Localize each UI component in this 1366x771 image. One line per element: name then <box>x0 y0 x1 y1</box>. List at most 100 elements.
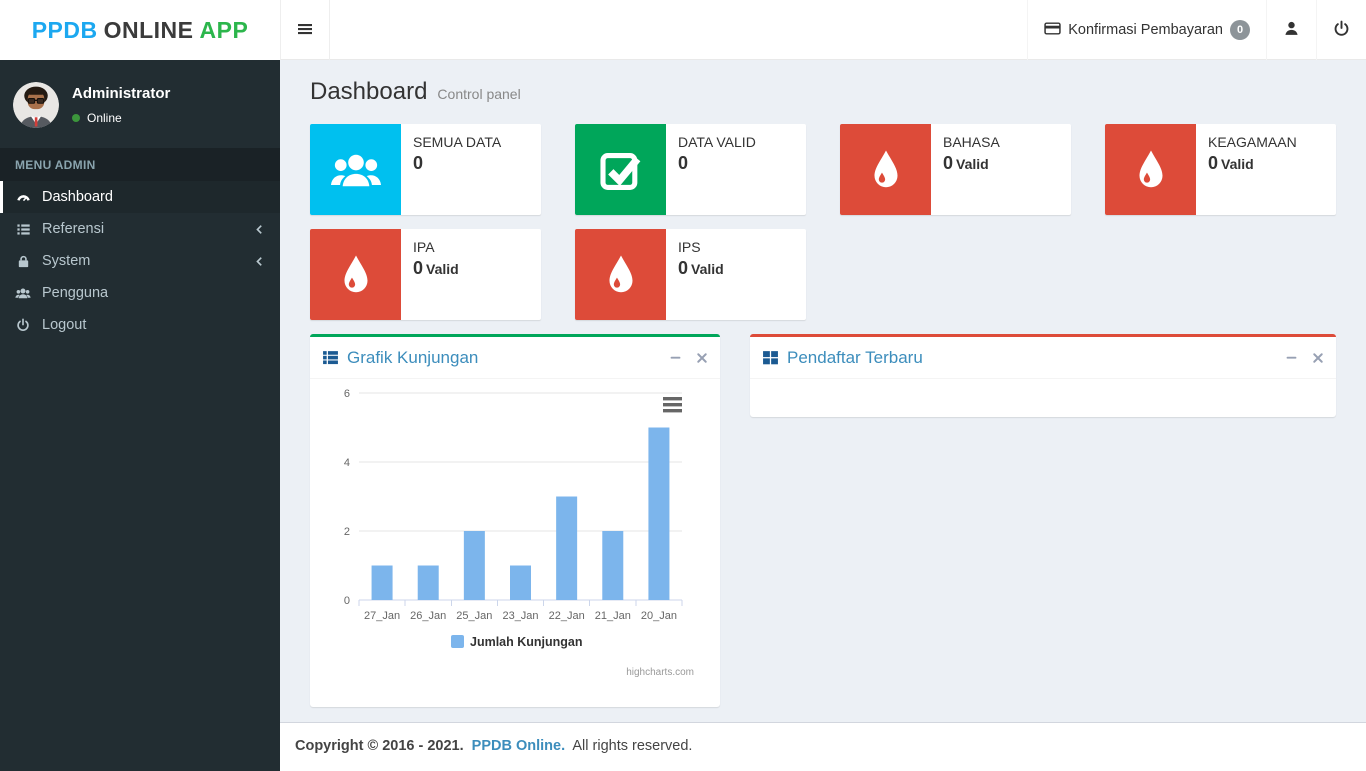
footer: Copyright © 2016 - 2021. PPDB Online. Al… <box>280 722 1366 771</box>
sidebar-item-label: Pengguna <box>42 285 109 301</box>
info-box-value: 0 Valid <box>943 153 989 173</box>
sidebar-item-label: Referensi <box>42 221 105 237</box>
svg-text:25_Jan: 25_Jan <box>456 610 492 622</box>
tint-icon <box>310 229 401 320</box>
tint-icon <box>1105 124 1196 215</box>
page-title: Dashboard <box>310 78 428 105</box>
sidebar-item-label: Logout <box>42 317 87 333</box>
svg-text:23_Jan: 23_Jan <box>502 610 538 622</box>
info-box-label: IPS <box>678 239 701 255</box>
check-square-icon <box>575 124 666 215</box>
app-logo[interactable]: PPDB ONLINE APP <box>0 0 280 60</box>
user-menu-button[interactable] <box>1266 0 1316 60</box>
info-box-semua-data: SEMUA DATA 0 <box>310 124 541 215</box>
info-box-label: DATA VALID <box>678 134 756 150</box>
info-box-value: 0 <box>678 153 689 173</box>
sidebar-item-logout[interactable]: Logout <box>0 309 280 341</box>
svg-text:4: 4 <box>344 457 350 469</box>
info-box-value: 0 Valid <box>413 258 459 278</box>
close-icon[interactable] <box>1312 351 1324 364</box>
power-button[interactable] <box>1316 0 1366 60</box>
info-box-value: 0 <box>413 153 424 173</box>
panel-tools <box>669 351 708 364</box>
hamburger-icon <box>297 20 313 41</box>
users-icon <box>310 124 401 215</box>
lock-icon <box>15 254 31 269</box>
sidebar-item-system[interactable]: System <box>0 245 280 277</box>
svg-text:20_Jan: 20_Jan <box>641 610 677 622</box>
info-box-keagamaan: KEAGAMAAN 0 Valid <box>1105 124 1336 215</box>
info-box-value: 0 Valid <box>678 258 724 278</box>
logo-part-app: APP <box>199 16 249 43</box>
svg-text:27_Jan: 27_Jan <box>364 610 400 622</box>
th-large-icon <box>762 349 779 366</box>
online-dot-icon <box>72 114 80 122</box>
panel-row: Grafik Kunjungan 0 2 4 6 27_Jan 26_Jan 25_Jan 2… <box>310 334 1336 707</box>
sidebar-item-referensi[interactable]: Referensi <box>0 213 280 245</box>
sidebar: Administrator Online MENU ADMIN Dashboar… <box>0 60 280 771</box>
sidebar-user-name: Administrator <box>72 85 171 102</box>
list-icon <box>15 222 31 237</box>
navbar-right: Konfirmasi Pembayaran 0 <box>1027 0 1366 60</box>
content-area: Dashboard Control panel SEMUA DATA 0 DAT… <box>280 60 1366 722</box>
konfirmasi-badge: 0 <box>1230 20 1250 40</box>
minimize-icon[interactable] <box>1285 351 1298 364</box>
close-icon[interactable] <box>696 351 708 364</box>
svg-text:2: 2 <box>344 526 350 538</box>
sidebar-user-status[interactable]: Online <box>72 111 170 125</box>
panel-title: Pendaftar Terbaru <box>787 347 923 367</box>
page-subtitle: Control panel <box>437 86 521 102</box>
online-label: Online <box>87 111 122 125</box>
svg-text:26_Jan: 26_Jan <box>410 610 446 622</box>
chart-body: 0 2 4 6 27_Jan 26_Jan 25_Jan 23_Jan 22_Jan 21_Jan… <box>310 379 720 707</box>
chevron-left-icon <box>254 224 265 235</box>
minimize-icon[interactable] <box>669 351 682 364</box>
power-icon <box>1333 20 1350 41</box>
sidebar-item-dashboard[interactable]: Dashboard <box>0 181 280 213</box>
sidebar-section-header: MENU ADMIN <box>0 148 280 181</box>
svg-text:21_Jan: 21_Jan <box>595 610 631 622</box>
footer-brand-link[interactable]: PPDB Online. <box>471 738 566 754</box>
visits-chart[interactable]: 0 2 4 6 27_Jan 26_Jan 25_Jan 23_Jan 22_Jan 21_Jan… <box>320 387 710 687</box>
logo-part-ppdb: PPDB <box>31 16 98 43</box>
grafik-kunjungan-panel: Grafik Kunjungan 0 2 4 6 27_Jan 26_Jan 25_Jan 2… <box>310 334 720 707</box>
svg-text:6: 6 <box>344 388 350 400</box>
footer-copyright: Copyright © 2016 - 2021. <box>295 738 464 754</box>
dashboard-icon <box>15 190 31 205</box>
power-icon <box>15 318 31 332</box>
avatar <box>13 82 59 128</box>
panel-title: Grafik Kunjungan <box>347 347 479 367</box>
info-box-label: KEAGAMAAN <box>1208 134 1297 150</box>
sidebar-item-pengguna[interactable]: Pengguna <box>0 277 280 309</box>
konfirmasi-label: Konfirmasi Pembayaran <box>1068 22 1223 38</box>
footer-rights: All rights reserved. <box>572 738 693 754</box>
panel-header: Pendaftar Terbaru <box>750 337 1336 379</box>
svg-text:22_Jan: 22_Jan <box>549 610 585 622</box>
info-box-ips: IPS 0 Valid <box>575 229 806 320</box>
svg-text:highcharts.com: highcharts.com <box>626 667 694 678</box>
svg-text:Jumlah Kunjungan: Jumlah Kunjungan <box>470 635 583 649</box>
logo-part-online: ONLINE <box>103 16 194 43</box>
info-box-grid: SEMUA DATA 0 DATA VALID 0 BAHASA 0 Valid <box>310 124 1336 320</box>
th-list-icon <box>322 349 339 366</box>
tint-icon <box>840 124 931 215</box>
info-box-label: IPA <box>413 239 435 255</box>
sidebar-item-label: System <box>42 253 91 269</box>
content-header: Dashboard Control panel <box>310 74 1336 108</box>
info-box-bahasa: BAHASA 0 Valid <box>840 124 1071 215</box>
tint-icon <box>575 229 666 320</box>
sidebar-item-label: Dashboard <box>42 189 113 205</box>
info-box-ipa: IPA 0 Valid <box>310 229 541 320</box>
panel-header: Grafik Kunjungan <box>310 337 720 379</box>
svg-text:0: 0 <box>344 595 350 607</box>
pendaftar-terbaru-panel: Pendaftar Terbaru <box>750 334 1336 417</box>
pendaftar-empty-body <box>750 379 1336 417</box>
credit-card-icon <box>1044 20 1061 41</box>
info-box-label: SEMUA DATA <box>413 134 502 150</box>
chevron-left-icon <box>254 256 265 267</box>
top-navbar: PPDB ONLINE APP Konfirmasi Pembayaran 0 <box>0 0 1366 60</box>
users-icon <box>15 285 31 301</box>
konfirmasi-pembayaran-button[interactable]: Konfirmasi Pembayaran 0 <box>1027 0 1266 60</box>
sidebar-toggle-button[interactable] <box>280 0 330 60</box>
panel-tools <box>1285 351 1324 364</box>
